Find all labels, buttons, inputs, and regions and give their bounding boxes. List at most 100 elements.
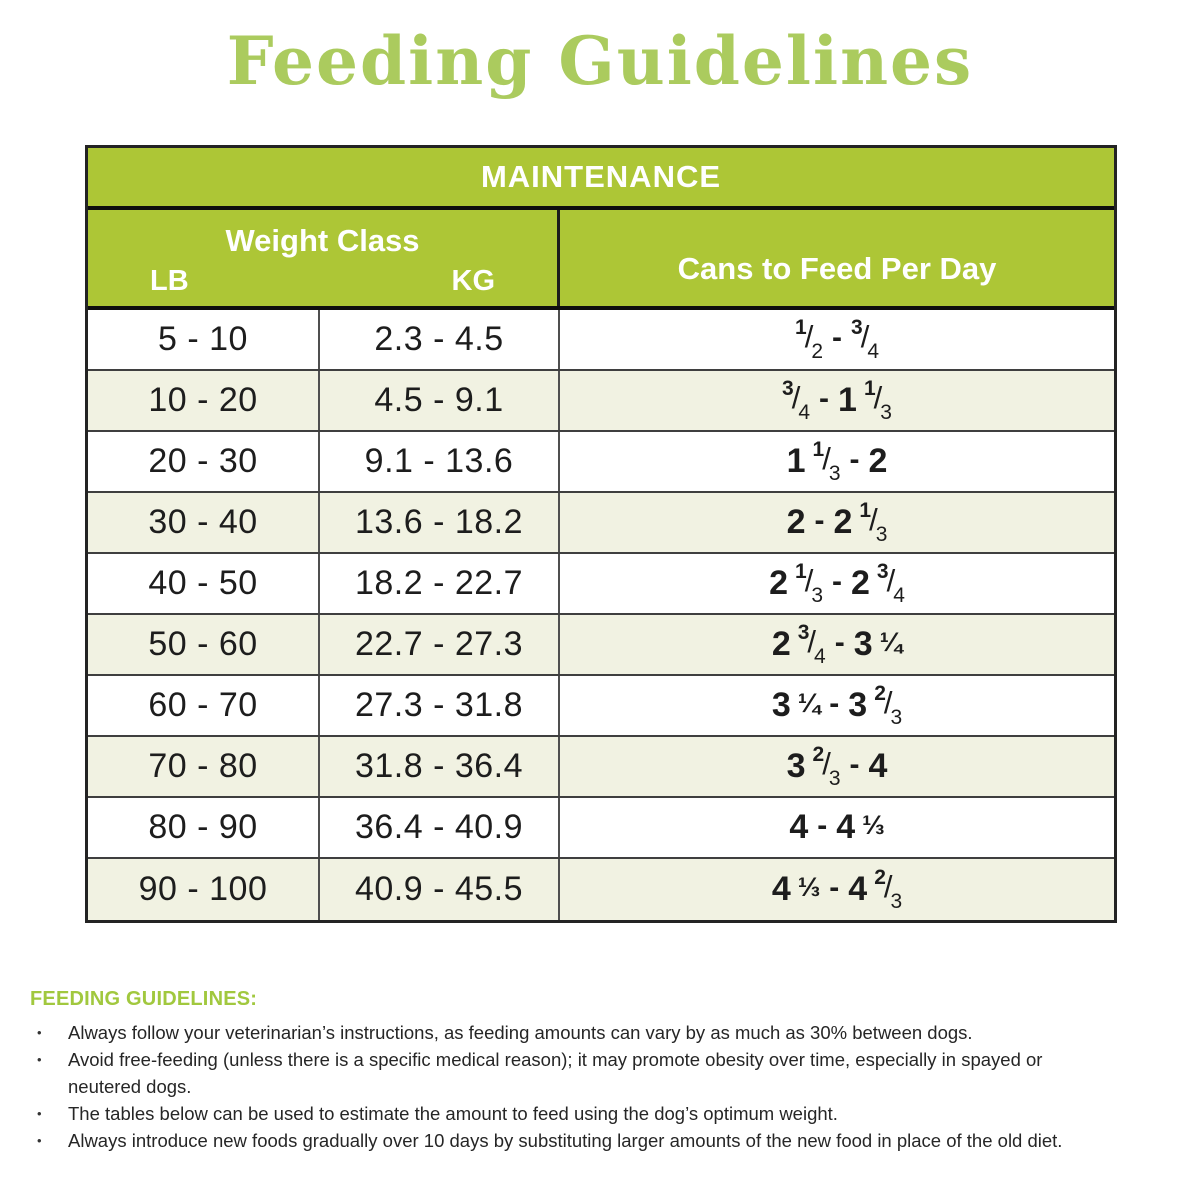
fraction-numerator: 3 bbox=[782, 376, 794, 400]
fraction-slash: / bbox=[869, 501, 878, 537]
bullet-marker: • bbox=[37, 1133, 42, 1148]
cell-lb-range: 60 - 70 bbox=[88, 676, 320, 735]
cell-lb-range: 90 - 100 bbox=[88, 859, 320, 920]
fraction-denominator: 4 bbox=[798, 400, 811, 424]
cans-inline-fraction: ⅓ bbox=[862, 810, 885, 840]
cans-stacked-fraction: 1/3 bbox=[864, 377, 892, 425]
cell-kg-range: 2.3 - 4.5 bbox=[320, 310, 560, 369]
bullet-text: Always follow your veterinarian’s instru… bbox=[68, 1022, 973, 1043]
cell-lb-range: 80 - 90 bbox=[88, 798, 320, 857]
bullet-item: • The tables below can be used to estimat… bbox=[30, 1100, 1172, 1127]
cans-header: Cans to Feed Per Day bbox=[677, 251, 997, 286]
cell-kg-range: 22.7 - 27.3 bbox=[320, 615, 560, 674]
fraction-slash: / bbox=[822, 745, 831, 781]
bullet-marker: • bbox=[37, 1052, 42, 1067]
fraction-slash: / bbox=[860, 318, 870, 354]
table-row: 90 - 100 40.9 - 45.5 4 ⅓ -4 2/3 bbox=[88, 859, 1114, 920]
unit-labels: LB KG bbox=[88, 259, 557, 298]
bullet-text: Avoid free-feeding (unless there is a sp… bbox=[68, 1049, 1043, 1097]
fraction-slash: / bbox=[886, 562, 896, 598]
fraction-denominator: 3 bbox=[880, 400, 892, 424]
fraction-denominator: 4 bbox=[867, 339, 879, 363]
cans-stacked-fraction: 1/3 bbox=[813, 438, 841, 486]
fraction-denominator: 2 bbox=[811, 339, 823, 363]
table-row: 50 - 60 22.7 - 27.3 2 3/4-3 ¼ bbox=[88, 615, 1114, 676]
table-row: 20 - 30 9.1 - 13.6 1 1/3-2 bbox=[88, 432, 1114, 493]
table-row: 70 - 80 31.8 - 36.4 3 2/3-4 bbox=[88, 737, 1114, 798]
fraction-slash: / bbox=[804, 318, 814, 354]
fraction-denominator: 4 bbox=[893, 583, 905, 607]
bullet-text: Always introduce new foods gradually ove… bbox=[68, 1130, 1063, 1151]
cans-whole-number: 4 bbox=[848, 870, 868, 908]
bullet-item: • Avoid free-feeding (unless there is a s… bbox=[30, 1046, 1172, 1100]
cans-whole-number: 3 bbox=[786, 747, 806, 785]
fraction-denominator: 3 bbox=[811, 583, 823, 607]
cans-inline-fraction: ⅓ bbox=[797, 872, 821, 902]
cans-whole-number: 4 bbox=[771, 870, 791, 908]
table-row: 10 - 20 4.5 - 9.1 3/4- 1 1/3 bbox=[88, 371, 1114, 432]
cans-whole-number: 3 bbox=[848, 686, 868, 724]
bullet-marker: • bbox=[37, 1106, 42, 1121]
fraction-numerator: 1 bbox=[795, 315, 807, 339]
cell-kg-range: 31.8 - 36.4 bbox=[320, 737, 560, 796]
cans-stacked-fraction: 3/4 bbox=[798, 621, 826, 669]
fraction-denominator: 3 bbox=[875, 522, 888, 546]
cell-lb-range: 70 - 80 bbox=[88, 737, 320, 796]
cell-kg-range: 4.5 - 9.1 bbox=[320, 371, 560, 430]
bullet-item: • Always introduce new foods gradually ov… bbox=[30, 1127, 1172, 1154]
maintenance-header: MAINTENANCE bbox=[88, 148, 1114, 210]
cell-kg-range: 40.9 - 45.5 bbox=[320, 859, 560, 920]
notes-heading: FEEDING GUIDELINES: bbox=[30, 988, 258, 1010]
cans-range-dash: - bbox=[832, 320, 842, 354]
lb-header: LB bbox=[150, 265, 189, 297]
table-row: 60 - 70 27.3 - 31.8 3 ¼ -3 2/3 bbox=[88, 676, 1114, 737]
table-row: 30 - 40 13.6 - 18.2 2-2 1/3 bbox=[88, 493, 1114, 554]
cell-lb-range: 40 - 50 bbox=[88, 554, 320, 613]
cans-stacked-fraction: 2/3 bbox=[874, 866, 902, 914]
bullet-text: The tables below can be used to estimate… bbox=[68, 1103, 838, 1124]
fraction-numerator: 2 bbox=[874, 681, 886, 705]
weight-class-header: Weight Class LB KG bbox=[88, 210, 560, 306]
fraction-slash: / bbox=[807, 623, 817, 659]
cans-range-dash: - bbox=[832, 564, 842, 598]
cell-lb-range: 5 - 10 bbox=[88, 310, 320, 369]
table-row: 80 - 90 36.4 - 40.9 4-4 ⅓ bbox=[88, 798, 1114, 859]
cell-cans-range: 2-2 1/3 bbox=[560, 493, 1114, 552]
cell-kg-range: 27.3 - 31.8 bbox=[320, 676, 560, 735]
cell-lb-range: 10 - 20 bbox=[88, 371, 320, 430]
cans-range-dash: - bbox=[829, 870, 840, 904]
cell-kg-range: 18.2 - 22.7 bbox=[320, 554, 560, 613]
cell-cans-range: 4 ⅓ -4 2/3 bbox=[560, 859, 1114, 920]
fraction-numerator: 1 bbox=[859, 498, 872, 522]
cell-kg-range: 36.4 - 40.9 bbox=[320, 798, 560, 857]
fraction-numerator: 1 bbox=[795, 559, 807, 583]
cans-range-dash: - bbox=[817, 808, 828, 842]
cans-whole-number: 2 bbox=[833, 503, 853, 541]
fraction-slash: / bbox=[883, 868, 893, 904]
table-row: 5 - 10 2.3 - 4.5 1/2-3/4 bbox=[88, 310, 1114, 371]
fraction-slash: / bbox=[822, 440, 831, 476]
cell-lb-range: 50 - 60 bbox=[88, 615, 320, 674]
cans-stacked-fraction: 3/4 bbox=[782, 377, 810, 425]
notes-list: • Always follow your veterinarian’s instr… bbox=[30, 1019, 1172, 1154]
fraction-numerator: 1 bbox=[812, 437, 825, 461]
fraction-numerator: 2 bbox=[812, 742, 825, 766]
cans-whole-number: 3 bbox=[771, 686, 791, 724]
cell-cans-range: 2 1/3-2 3/4 bbox=[560, 554, 1114, 613]
notes-section: FEEDING GUIDELINES: • Always follow your … bbox=[30, 988, 1172, 1154]
fraction-slash: / bbox=[804, 562, 814, 598]
cans-range-dash: - bbox=[849, 747, 860, 781]
cans-whole-number: 2 bbox=[771, 625, 791, 663]
cans-range-dash: - bbox=[819, 381, 830, 415]
fraction-denominator: 3 bbox=[828, 461, 841, 485]
cell-cans-range: 3 2/3-4 bbox=[560, 737, 1114, 796]
cans-stacked-fraction: 1/2 bbox=[795, 316, 823, 364]
cans-stacked-fraction: 3/4 bbox=[851, 316, 879, 364]
cans-stacked-fraction: 1/3 bbox=[859, 499, 887, 547]
fraction-numerator: 1 bbox=[863, 376, 876, 400]
kg-header: KG bbox=[451, 265, 496, 297]
cell-lb-range: 30 - 40 bbox=[88, 493, 320, 552]
cans-whole-number: 2 bbox=[851, 564, 870, 602]
